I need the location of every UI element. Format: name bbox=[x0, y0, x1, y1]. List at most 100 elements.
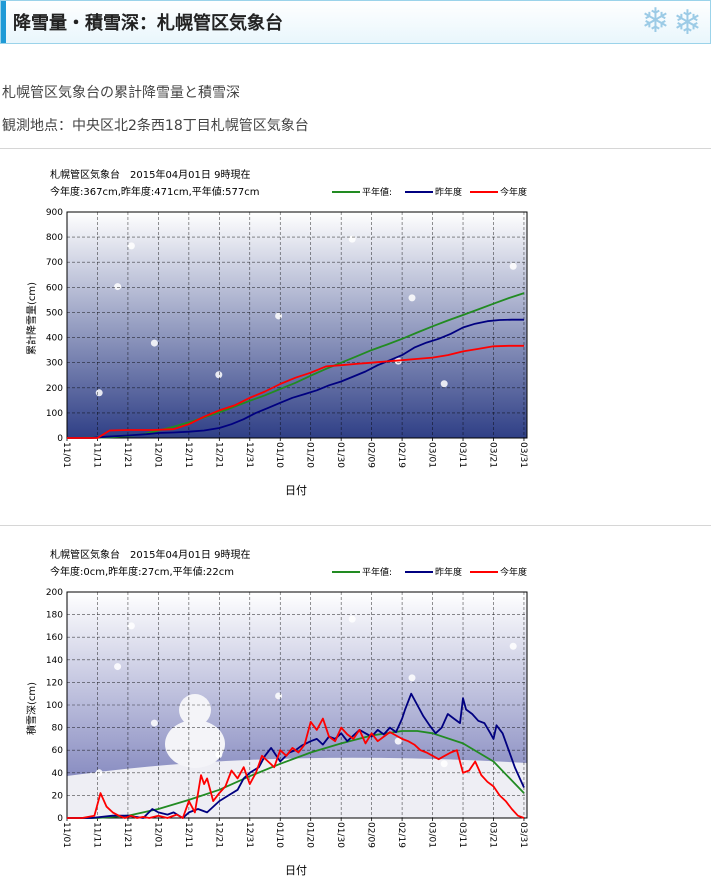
snowflake-icon bbox=[408, 674, 416, 682]
cumulative-snowfall-chart: 札幌管区気象台 2015年04月01日 9時現在今年度:367cm,昨年度:47… bbox=[25, 168, 528, 497]
x-tick-label: 11/21 bbox=[122, 822, 132, 848]
x-tick-label: 03/31 bbox=[518, 442, 528, 468]
y-tick-label: 100 bbox=[46, 701, 63, 711]
x-tick-label: 01/30 bbox=[335, 822, 345, 848]
legend-label: 昨年度 bbox=[435, 186, 462, 198]
x-tick-label: 12/21 bbox=[213, 442, 223, 468]
x-tick-label: 01/20 bbox=[305, 822, 315, 848]
y-tick-label: 180 bbox=[46, 611, 63, 621]
y-tick-label: 20 bbox=[52, 791, 64, 801]
chart-title: 札幌管区気象台 2015年04月01日 9時現在 bbox=[50, 168, 250, 181]
snowflake-icon bbox=[394, 737, 402, 745]
chart-subtitle: 今年度:367cm,昨年度:471cm,平年値:577cm bbox=[50, 185, 259, 198]
snowflake-icon bbox=[275, 312, 283, 320]
x-tick-label: 01/10 bbox=[274, 822, 284, 848]
series-line-last-year bbox=[67, 318, 524, 439]
chart-subtitle: 今年度:0cm,昨年度:27cm,平年値:22cm bbox=[50, 565, 234, 578]
snowflake-icon bbox=[509, 642, 517, 650]
x-tick-label: 02/09 bbox=[366, 822, 376, 848]
legend-label: 平年値: bbox=[362, 566, 392, 578]
snowflake-icon bbox=[509, 262, 517, 270]
snowman-body bbox=[165, 720, 225, 768]
x-tick-label: 11/21 bbox=[122, 442, 132, 468]
location-text: 観測地点：中央区北2条西18丁目札幌管区気象台 bbox=[2, 118, 309, 134]
page-title: 降雪量・積雪深：札幌管区気象台 bbox=[13, 13, 283, 34]
plot-frame bbox=[66, 591, 528, 819]
plot-area bbox=[67, 212, 527, 438]
plot-frame bbox=[66, 211, 528, 439]
snowflake-icon: ❄ bbox=[673, 3, 702, 43]
y-tick-label: 300 bbox=[46, 359, 63, 369]
x-tick-label: 12/21 bbox=[213, 822, 223, 848]
divider bbox=[0, 148, 711, 149]
y-tick-label: 700 bbox=[46, 258, 63, 268]
y-tick-label: 0 bbox=[57, 814, 63, 824]
y-axis-label: 累計降雪量(cm) bbox=[25, 282, 38, 355]
x-tick-label: 02/19 bbox=[396, 822, 406, 848]
x-tick-label: 03/21 bbox=[487, 822, 497, 848]
snowflake-icon bbox=[348, 615, 356, 623]
page-header: 降雪量・積雪深：札幌管区気象台 ❄ ❄ bbox=[0, 0, 711, 44]
intro-text: 札幌管区気象台の累計降雪量と積雪深 bbox=[2, 85, 240, 101]
x-tick-label: 01/10 bbox=[274, 442, 284, 468]
y-tick-label: 200 bbox=[46, 384, 63, 394]
y-tick-label: 140 bbox=[46, 656, 63, 666]
x-tick-label: 12/11 bbox=[183, 442, 193, 468]
x-axis-label: 日付 bbox=[285, 864, 307, 877]
y-tick-label: 40 bbox=[52, 769, 64, 779]
legend-label: 昨年度 bbox=[435, 566, 462, 578]
snowflake-icon bbox=[127, 622, 135, 630]
x-tick-label: 03/11 bbox=[457, 442, 467, 468]
snowflake-icon bbox=[440, 380, 448, 388]
x-tick-label: 03/11 bbox=[457, 822, 467, 848]
x-tick-label: 11/01 bbox=[61, 442, 71, 468]
y-tick-label: 60 bbox=[52, 746, 64, 756]
x-tick-label: 11/01 bbox=[61, 822, 71, 848]
legend-label: 今年度 bbox=[500, 566, 527, 578]
x-tick-label: 03/01 bbox=[427, 442, 437, 468]
snowflake-icon bbox=[114, 663, 122, 671]
x-tick-label: 11/11 bbox=[91, 822, 101, 848]
x-tick-label: 12/01 bbox=[152, 442, 162, 468]
x-tick-label: 12/31 bbox=[244, 442, 254, 468]
y-tick-label: 0 bbox=[57, 434, 63, 444]
snowman-head bbox=[179, 694, 211, 726]
x-tick-label: 01/20 bbox=[305, 442, 315, 468]
y-tick-label: 500 bbox=[46, 308, 63, 318]
series-line-this-year bbox=[67, 344, 524, 439]
snowflake-icon bbox=[348, 235, 356, 243]
x-tick-label: 03/21 bbox=[487, 442, 497, 468]
header-accent-bar bbox=[1, 1, 6, 43]
snowflake-icon bbox=[127, 242, 135, 250]
chart-title: 札幌管区気象台 2015年04月01日 9時現在 bbox=[50, 548, 250, 561]
y-tick-label: 600 bbox=[46, 283, 63, 293]
y-tick-label: 800 bbox=[46, 233, 63, 243]
x-tick-label: 02/19 bbox=[396, 442, 406, 468]
snow-depth-chart: 札幌管区気象台 2015年04月01日 9時現在今年度:0cm,昨年度:27cm… bbox=[25, 548, 528, 877]
x-tick-label: 12/11 bbox=[183, 822, 193, 848]
legend-label: 平年値: bbox=[362, 186, 392, 198]
y-tick-label: 400 bbox=[46, 334, 63, 344]
snowflake-icon bbox=[215, 371, 223, 379]
y-tick-label: 100 bbox=[46, 409, 63, 419]
y-tick-label: 200 bbox=[46, 588, 63, 598]
x-tick-label: 02/09 bbox=[366, 442, 376, 468]
y-tick-label: 120 bbox=[46, 678, 63, 688]
x-tick-label: 11/11 bbox=[91, 442, 101, 468]
x-axis-label: 日付 bbox=[285, 484, 307, 497]
snowflake-icon bbox=[440, 760, 448, 768]
y-tick-label: 900 bbox=[46, 208, 63, 218]
y-tick-label: 80 bbox=[52, 724, 64, 734]
x-tick-label: 01/30 bbox=[335, 442, 345, 468]
legend-label: 今年度 bbox=[500, 186, 527, 198]
snowflake-icon bbox=[408, 294, 416, 302]
y-axis-label: 積雪深(cm) bbox=[25, 682, 38, 735]
snowflake-icon bbox=[150, 339, 158, 347]
y-tick-label: 160 bbox=[46, 633, 63, 643]
snowflake-icon: ❄ bbox=[641, 1, 670, 41]
x-tick-label: 12/01 bbox=[152, 822, 162, 848]
snowflake-icon bbox=[150, 719, 158, 727]
series-line-this-year bbox=[67, 717, 525, 819]
series-line-normal bbox=[66, 292, 525, 439]
snowflake-icon bbox=[95, 389, 103, 397]
